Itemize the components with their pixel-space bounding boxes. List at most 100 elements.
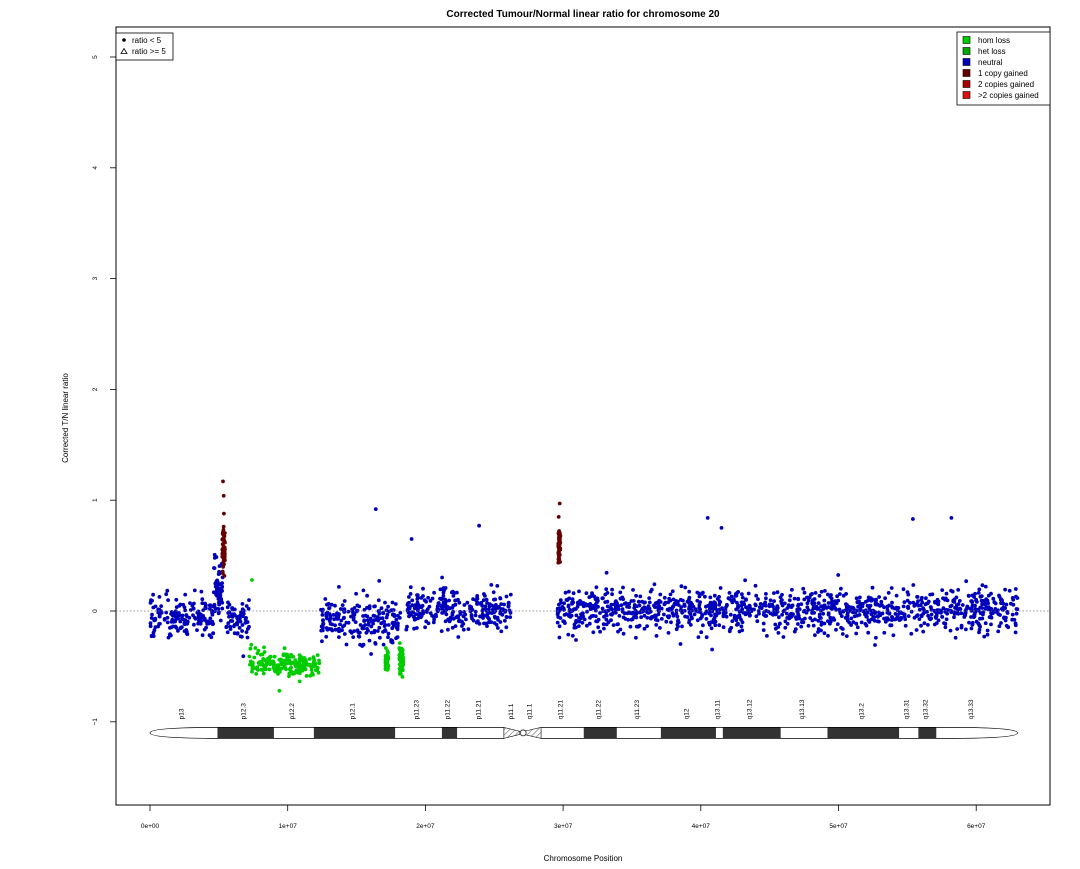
data-point bbox=[720, 606, 724, 610]
data-point bbox=[630, 611, 635, 616]
data-point bbox=[950, 589, 955, 594]
data-point bbox=[427, 604, 432, 609]
data-point bbox=[383, 629, 388, 633]
x-tick-label: 3e+07 bbox=[554, 823, 573, 830]
data-point bbox=[320, 639, 324, 644]
data-point bbox=[162, 617, 167, 622]
data-point bbox=[282, 646, 287, 651]
data-point bbox=[718, 586, 723, 590]
y-tick-label: 5 bbox=[92, 55, 99, 59]
data-point bbox=[386, 635, 390, 640]
data-point bbox=[811, 623, 816, 628]
data-point bbox=[882, 630, 887, 635]
data-point bbox=[930, 592, 935, 597]
data-point bbox=[184, 631, 189, 636]
data-point bbox=[645, 624, 649, 628]
band-label-p11.22: p11.22 bbox=[444, 700, 451, 720]
data-point bbox=[369, 630, 374, 635]
data-point bbox=[506, 603, 511, 608]
data-point bbox=[892, 606, 897, 611]
data-point bbox=[451, 594, 456, 598]
data-point bbox=[728, 627, 732, 632]
data-point bbox=[202, 616, 207, 621]
data-point bbox=[979, 594, 984, 598]
data-point bbox=[875, 619, 880, 624]
data-point bbox=[618, 627, 623, 632]
data-point bbox=[996, 612, 1001, 616]
data-point bbox=[498, 620, 503, 624]
data-point bbox=[187, 615, 192, 620]
data-point bbox=[323, 597, 328, 601]
data-point bbox=[243, 617, 248, 622]
data-point bbox=[600, 606, 605, 611]
data-point bbox=[289, 665, 293, 670]
data-point bbox=[458, 610, 463, 615]
data-point bbox=[556, 555, 561, 560]
data-point bbox=[897, 612, 901, 616]
data-point bbox=[650, 614, 655, 619]
band-label-q11.23: q11.23 bbox=[634, 700, 641, 720]
data-point bbox=[268, 654, 273, 659]
data-point bbox=[585, 623, 589, 628]
data-point bbox=[349, 614, 353, 619]
data-point bbox=[879, 603, 884, 608]
data-point bbox=[247, 598, 251, 602]
data-point bbox=[905, 605, 910, 610]
data-point bbox=[611, 623, 616, 627]
data-point bbox=[833, 606, 837, 610]
data-point bbox=[755, 619, 760, 624]
data-point bbox=[386, 623, 391, 627]
data-point bbox=[764, 596, 768, 601]
data-point bbox=[499, 629, 504, 634]
legends-layer: ratio < 5 ratio >= 5 hom loss het loss neutr… bbox=[115, 31, 1051, 106]
data-point bbox=[371, 613, 376, 618]
data-point bbox=[489, 583, 494, 587]
data-point bbox=[668, 598, 673, 603]
band-label-p11.23: p11.23 bbox=[414, 700, 421, 720]
data-point bbox=[230, 606, 235, 610]
data-point bbox=[815, 606, 819, 611]
data-point bbox=[807, 595, 812, 600]
data-point bbox=[413, 612, 418, 616]
data-point bbox=[887, 611, 891, 616]
data-point bbox=[713, 623, 718, 628]
band-label-q13.13: q13.13 bbox=[799, 699, 806, 719]
data-point bbox=[757, 605, 762, 610]
data-point bbox=[432, 617, 436, 622]
data-point bbox=[321, 621, 326, 626]
data-point bbox=[557, 536, 562, 541]
data-point bbox=[775, 590, 780, 595]
data-point bbox=[293, 670, 298, 674]
data-point bbox=[232, 631, 237, 636]
data-point bbox=[654, 634, 659, 638]
data-point bbox=[604, 570, 609, 575]
data-point bbox=[293, 663, 298, 668]
data-point bbox=[823, 589, 827, 593]
data-point bbox=[148, 621, 153, 626]
data-point bbox=[567, 612, 572, 617]
data-point bbox=[652, 603, 656, 608]
data-point bbox=[241, 608, 246, 613]
data-point bbox=[643, 600, 647, 605]
data-point bbox=[605, 591, 610, 595]
data-point bbox=[503, 608, 508, 613]
data-point bbox=[847, 620, 852, 625]
data-point bbox=[940, 588, 945, 592]
data-point bbox=[481, 598, 486, 602]
data-point bbox=[237, 626, 242, 630]
data-point bbox=[662, 612, 666, 617]
data-point bbox=[394, 625, 399, 630]
data-point bbox=[911, 583, 916, 587]
data-point bbox=[220, 531, 225, 536]
data-point bbox=[326, 602, 331, 606]
data-point bbox=[450, 625, 455, 630]
data-point bbox=[944, 591, 949, 596]
data-point bbox=[179, 625, 184, 630]
data-point bbox=[369, 624, 374, 629]
data-point bbox=[733, 594, 738, 598]
series-hom-loss bbox=[247, 578, 406, 693]
p-arm-outline bbox=[149, 727, 504, 739]
data-point bbox=[891, 633, 896, 638]
data-point bbox=[959, 611, 964, 616]
data-point bbox=[762, 602, 767, 607]
